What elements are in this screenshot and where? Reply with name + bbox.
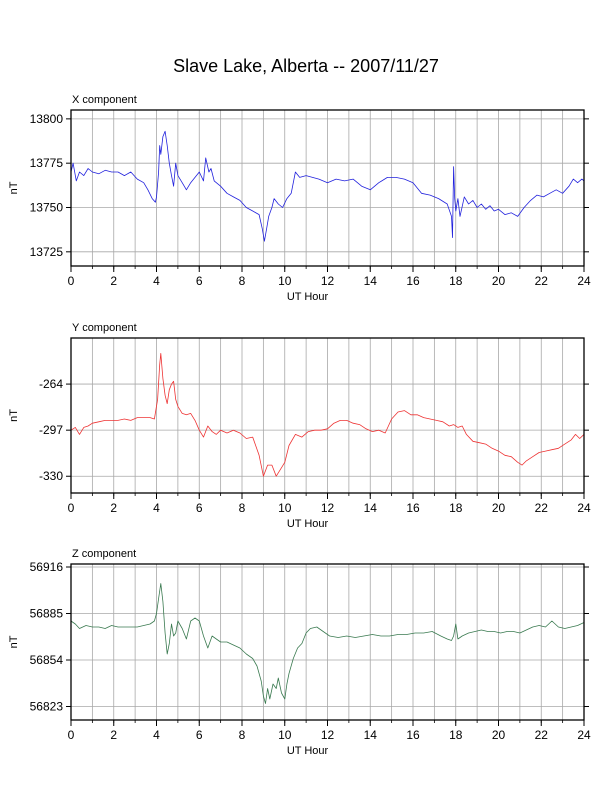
x-tick-label: 4 [153, 274, 160, 288]
x-axis-label: UT Hour [287, 518, 329, 530]
x-tick-label: 10 [278, 501, 292, 515]
x-tick-label: 0 [68, 728, 75, 742]
x-tick-label: 12 [321, 728, 335, 742]
x-tick-label: 14 [364, 501, 378, 515]
y-tick-label: -297 [39, 423, 63, 437]
x-tick-label: 20 [492, 274, 506, 288]
x-tick-label: 10 [278, 728, 292, 742]
x-tick-label: 22 [535, 501, 549, 515]
x-tick-label: 12 [321, 274, 335, 288]
x-tick-label: 24 [577, 728, 591, 742]
x-axis-label: UT Hour [287, 745, 329, 757]
panel-title: X component [72, 94, 137, 106]
y-tick-label: 56823 [30, 700, 64, 714]
series-line [70, 583, 585, 704]
y-tick-label: -264 [39, 377, 63, 391]
x-axis-label: UT Hour [287, 291, 329, 303]
y-tick-label: 13750 [30, 201, 64, 215]
x-tick-label: 4 [153, 728, 160, 742]
x-tick-label: 20 [492, 728, 506, 742]
x-tick-label: 16 [406, 274, 420, 288]
x-tick-label: 10 [278, 274, 292, 288]
series-line [70, 130, 585, 242]
x-tick-label: 0 [68, 274, 75, 288]
panel-title: Z component [72, 548, 136, 560]
plot-frame [70, 563, 585, 721]
y-tick-label: -330 [39, 469, 63, 483]
x-tick-label: 16 [406, 728, 420, 742]
y-tick-label: 56885 [30, 607, 64, 621]
x-tick-label: 18 [449, 501, 463, 515]
y-tick-label: 13725 [30, 245, 64, 259]
y-tick-label: 13775 [30, 156, 64, 170]
panel-title: Y component [72, 322, 137, 334]
y-axis-label: nT [8, 181, 20, 194]
x-tick-label: 22 [535, 274, 549, 288]
y-axis-label: nT [8, 409, 20, 422]
y-tick-label: 13800 [30, 112, 64, 126]
x-tick-label: 16 [406, 501, 420, 515]
series-line [70, 353, 585, 477]
x-tick-label: 6 [196, 501, 203, 515]
plot-frame [70, 337, 585, 494]
x-tick-label: 4 [153, 501, 160, 515]
y-axis-label: nT [8, 635, 20, 648]
plot-frame [70, 109, 585, 267]
x-tick-label: 14 [364, 274, 378, 288]
page-title: Slave Lake, Alberta -- 2007/11/27 [173, 56, 439, 76]
x-tick-label: 6 [196, 728, 203, 742]
y-tick-label: 56854 [30, 653, 64, 667]
x-tick-label: 22 [535, 728, 549, 742]
x-tick-label: 24 [577, 274, 591, 288]
y-tick-label: 56916 [30, 560, 64, 574]
x-tick-label: 8 [239, 274, 246, 288]
x-tick-label: 2 [110, 728, 117, 742]
x-tick-label: 8 [239, 501, 246, 515]
x-tick-label: 2 [110, 274, 117, 288]
x-tick-label: 12 [321, 501, 335, 515]
x-tick-label: 18 [449, 728, 463, 742]
x-tick-label: 6 [196, 274, 203, 288]
x-tick-label: 18 [449, 274, 463, 288]
x-tick-label: 14 [364, 728, 378, 742]
x-tick-label: 2 [110, 501, 117, 515]
x-tick-label: 24 [577, 501, 591, 515]
x-tick-label: 8 [239, 728, 246, 742]
x-tick-label: 0 [68, 501, 75, 515]
x-tick-label: 20 [492, 501, 506, 515]
